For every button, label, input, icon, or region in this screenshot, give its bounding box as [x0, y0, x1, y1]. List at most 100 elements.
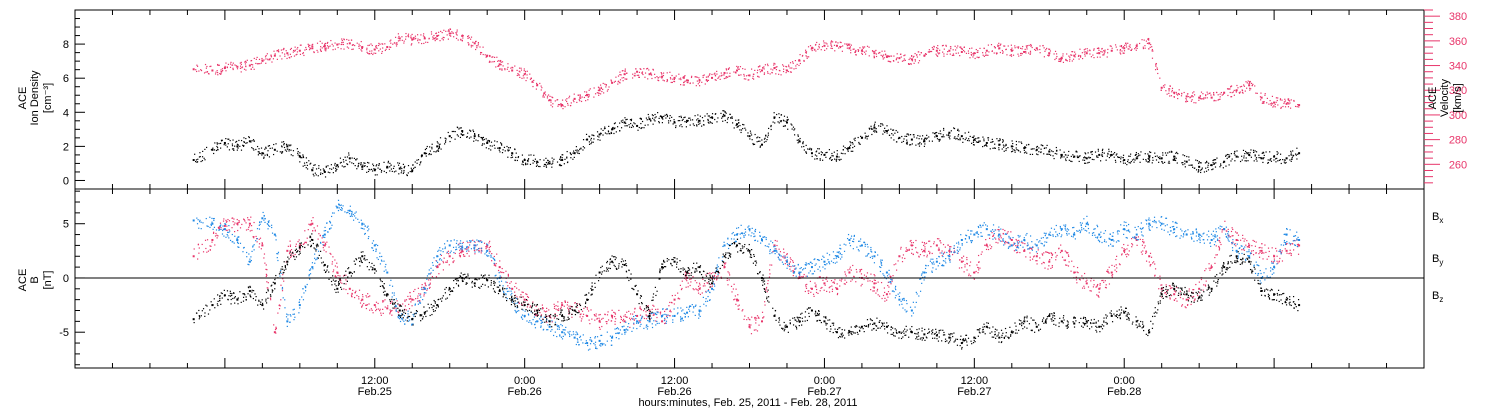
velocity-series-dot	[1096, 52, 1099, 54]
density-series-dot	[678, 115, 680, 118]
bz-series-dot	[297, 241, 299, 243]
density-series-dot	[1231, 158, 1233, 160]
velocity-series-dot	[601, 90, 603, 93]
velocity-series-dot	[540, 89, 542, 91]
velocity-series-dot	[296, 48, 298, 50]
bz-series-dot	[1210, 264, 1212, 266]
bz-series-dot	[961, 257, 963, 259]
velocity-series-dot	[341, 41, 343, 44]
velocity-series-dot	[785, 69, 787, 71]
velocity-series-dot	[623, 76, 625, 79]
density-series-dot	[391, 170, 393, 173]
velocity-series-dot	[240, 63, 242, 65]
velocity-series-dot	[1085, 51, 1087, 53]
bz-series-dot	[1215, 245, 1217, 247]
bz-series-dot	[1173, 299, 1175, 301]
velocity-series-dot	[1275, 101, 1277, 103]
velocity-series-dot	[573, 101, 575, 103]
velocity-series-dot	[1226, 88, 1229, 90]
bz-series-dot	[1074, 271, 1076, 273]
density-series-dot	[1097, 150, 1100, 152]
velocity-series-dot	[709, 73, 711, 75]
velocity-series-dot	[1055, 53, 1058, 55]
density-series-dot	[597, 139, 599, 141]
velocity-series-dot	[1289, 102, 1291, 104]
velocity-series-dot	[361, 47, 363, 50]
density-series-dot	[515, 152, 517, 154]
density-series-dot	[235, 141, 237, 143]
velocity-series-dot	[415, 37, 417, 39]
velocity-series-point	[910, 58, 913, 61]
bz-series-dot	[595, 315, 597, 317]
density-series-dot	[652, 123, 654, 125]
density-series-dot	[386, 167, 388, 169]
velocity-series-dot	[1192, 92, 1194, 94]
density-series-dot	[536, 162, 538, 164]
velocity-series-dot	[456, 31, 458, 33]
bz-series-dot	[289, 244, 292, 246]
density-series-dot	[742, 127, 744, 130]
density-series-dot	[992, 140, 994, 143]
velocity-series-dot	[455, 37, 458, 40]
density-series-dot	[320, 172, 322, 174]
bz-series-dot	[830, 280, 833, 282]
bz-series-dot	[548, 309, 550, 311]
velocity-series-dot	[378, 42, 380, 45]
velocity-series-dot	[340, 48, 342, 50]
density-series-dot	[280, 145, 283, 147]
density-series-dot	[1237, 156, 1239, 158]
bz-series-point	[760, 320, 763, 323]
velocity-series-dot	[1009, 54, 1011, 57]
bz-series-dot	[1225, 230, 1227, 232]
density-series-dot	[387, 160, 390, 162]
velocity-series-dot	[908, 58, 910, 61]
bz-series-dot	[845, 275, 847, 277]
density-series-dot	[508, 149, 510, 151]
density-series-dot	[853, 138, 855, 140]
bz-series-dot	[1067, 254, 1070, 256]
bz-series-dot	[1192, 289, 1194, 291]
density-series-dot	[735, 119, 737, 121]
bz-series-dot	[764, 301, 766, 303]
density-series-dot	[724, 111, 726, 113]
bz-series-dot	[397, 311, 399, 313]
bz-series-dot	[555, 305, 557, 307]
velocity-series-dot	[786, 66, 788, 68]
velocity-series-dot	[767, 72, 769, 75]
bz-series-dot	[571, 316, 573, 318]
density-series-dot	[380, 171, 383, 173]
density-series-dot	[356, 158, 358, 160]
bz-series-dot	[375, 309, 377, 312]
density-series-dot	[477, 135, 480, 137]
density-series-dot	[875, 128, 877, 130]
density-series-dot	[199, 155, 201, 158]
bz-series-dot	[659, 313, 662, 315]
density-series-dot	[1212, 159, 1214, 162]
bz-series-dot	[439, 263, 441, 265]
density-series-dot	[709, 121, 711, 123]
velocity-series-dot	[1154, 69, 1157, 71]
bz-series-dot	[709, 283, 711, 286]
density-series-dot	[262, 153, 265, 155]
density-series-dot	[1060, 154, 1062, 156]
bz-series-dot	[614, 320, 616, 323]
density-series-dot	[1072, 154, 1074, 156]
density-series-dot	[780, 121, 782, 123]
velocity-series-dot	[325, 47, 327, 49]
bz-series-dot	[887, 284, 889, 287]
density-series-dot	[281, 151, 283, 154]
bz-series-dot	[1116, 255, 1118, 257]
bz-series-dot	[1126, 256, 1128, 258]
density-series-dot	[439, 137, 442, 139]
bz-series-dot	[287, 245, 289, 247]
velocity-series-dot	[1059, 58, 1061, 60]
density-series-dot	[926, 137, 928, 139]
density-series-dot	[708, 122, 710, 124]
bz-series-dot	[860, 268, 863, 271]
bz-series-point	[985, 244, 988, 247]
density-series-dot	[240, 149, 243, 151]
velocity-series-dot	[1199, 97, 1201, 100]
density-series-dot	[1174, 159, 1177, 162]
bz-series-dot	[292, 251, 294, 253]
velocity-series-dot	[1121, 47, 1123, 49]
